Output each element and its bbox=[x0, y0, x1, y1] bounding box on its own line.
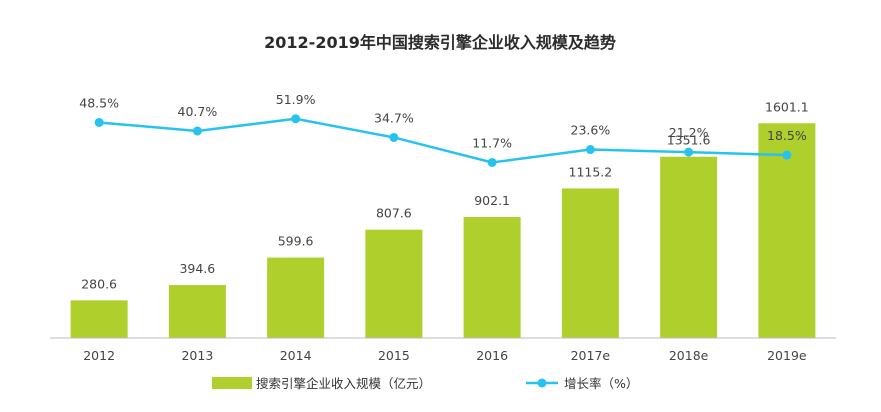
bar-2013 bbox=[168, 285, 226, 338]
bar-value-label-2016: 902.1 bbox=[474, 193, 510, 208]
legend-line-marker bbox=[537, 378, 547, 388]
bar-2018e bbox=[660, 156, 718, 338]
rate-value-label-2017e: 23.6% bbox=[571, 123, 611, 138]
rate-point-2013 bbox=[192, 126, 202, 136]
x-tick-label-2014: 2014 bbox=[280, 348, 312, 363]
x-tick-label-2012: 2012 bbox=[83, 348, 115, 363]
x-tick-label-2018e: 2018e bbox=[669, 348, 709, 363]
x-tick-label-2016: 2016 bbox=[476, 348, 508, 363]
x-tick-label-2019e: 2019e bbox=[767, 348, 807, 363]
rate-point-2012 bbox=[94, 117, 104, 127]
rate-value-label-2015: 34.7% bbox=[374, 110, 414, 125]
rate-line-group bbox=[94, 114, 792, 167]
x-ticks-group: 2012 2013 2014 2015 2016 2017e 2018e 2019e bbox=[83, 348, 807, 363]
rate-value-label-2018e: 21.2% bbox=[669, 125, 709, 140]
bar-value-label-2017e: 1115.2 bbox=[569, 164, 613, 179]
bar-value-label-2018e: 1351.6 bbox=[667, 133, 711, 148]
rate-value-label-2013: 40.7% bbox=[178, 104, 218, 119]
rate-labels-group: 48.5% 40.7% 51.9% 34.7% 11.7% 23.6% 21.2% 18.5% bbox=[79, 92, 807, 151]
bar-2017e bbox=[561, 188, 619, 338]
bar-2016 bbox=[463, 217, 521, 338]
x-tick-label-2013: 2013 bbox=[181, 348, 213, 363]
bars-group bbox=[70, 123, 816, 338]
rate-point-2014 bbox=[291, 114, 301, 124]
rate-point-2018e bbox=[684, 147, 694, 157]
rate-value-label-2012: 48.5% bbox=[79, 95, 119, 110]
bar-value-label-2019e: 1601.1 bbox=[765, 99, 809, 114]
rate-value-label-2014: 51.9% bbox=[276, 92, 316, 107]
rate-point-2015 bbox=[389, 132, 399, 142]
legend-line-label: 增长率（%） bbox=[564, 376, 638, 391]
bar-value-label-2014: 599.6 bbox=[278, 234, 314, 249]
bar-value-label-2012: 280.6 bbox=[81, 276, 117, 291]
rate-point-2019e bbox=[782, 150, 792, 160]
rate-point-2016 bbox=[487, 157, 497, 167]
chart-title: 2012-2019年中国搜索引擎企业收入规模及趋势 bbox=[264, 33, 616, 52]
bar-value-label-2015: 807.6 bbox=[376, 206, 412, 221]
legend-bar-swatch bbox=[212, 377, 252, 389]
bar-labels-group: 280.6 394.6 599.6 807.6 902.1 1115.2 1351.6 160… bbox=[81, 99, 809, 291]
rate-point-2017e bbox=[585, 145, 595, 155]
bar-2015 bbox=[365, 229, 423, 338]
legend: 搜索引擎企业收入规模（亿元） 增长率（%） bbox=[212, 376, 638, 391]
bar-2014 bbox=[267, 257, 325, 338]
rate-line bbox=[99, 117, 787, 164]
rate-value-label-2016: 11.7% bbox=[472, 135, 512, 150]
x-tick-label-2015: 2015 bbox=[378, 348, 410, 363]
bar-value-label-2013: 394.6 bbox=[179, 261, 215, 276]
rate-value-label-2019e: 18.5% bbox=[767, 128, 807, 143]
legend-bar-label: 搜索引擎企业收入规模（亿元） bbox=[256, 376, 431, 391]
x-tick-label-2017e: 2017e bbox=[571, 348, 611, 363]
bar-2012 bbox=[70, 300, 128, 338]
